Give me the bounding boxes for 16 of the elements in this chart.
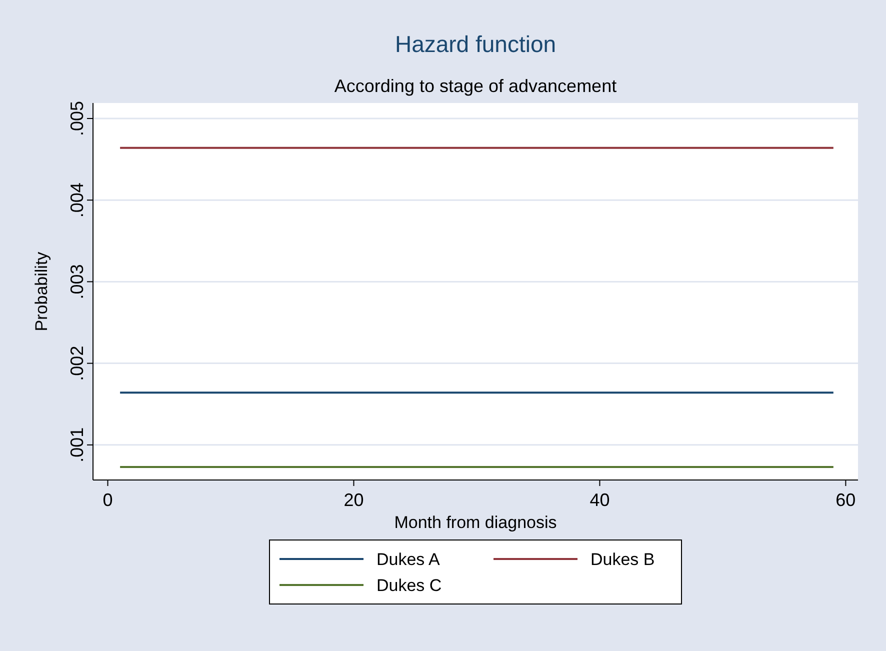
legend-label: Dukes A: [376, 550, 440, 569]
y-tick-label: .003: [67, 264, 87, 300]
legend-label: Dukes B: [590, 550, 655, 569]
chart-title: Hazard function: [394, 31, 556, 57]
y-axis-title: Probability: [32, 251, 51, 332]
x-tick-label: 0: [102, 490, 113, 510]
x-tick-label: 40: [590, 490, 610, 510]
y-tick-label: .005: [67, 100, 87, 136]
y-tick-label: .004: [67, 182, 87, 218]
x-tick-label: 60: [836, 490, 856, 510]
x-axis-title: Month from diagnosis: [394, 513, 557, 532]
x-tick-label: 20: [344, 490, 364, 510]
legend-label: Dukes C: [376, 576, 442, 595]
chart-subtitle: According to stage of advancement: [334, 76, 617, 96]
y-tick-label: .002: [67, 346, 87, 381]
y-tick-label: .001: [67, 427, 87, 462]
